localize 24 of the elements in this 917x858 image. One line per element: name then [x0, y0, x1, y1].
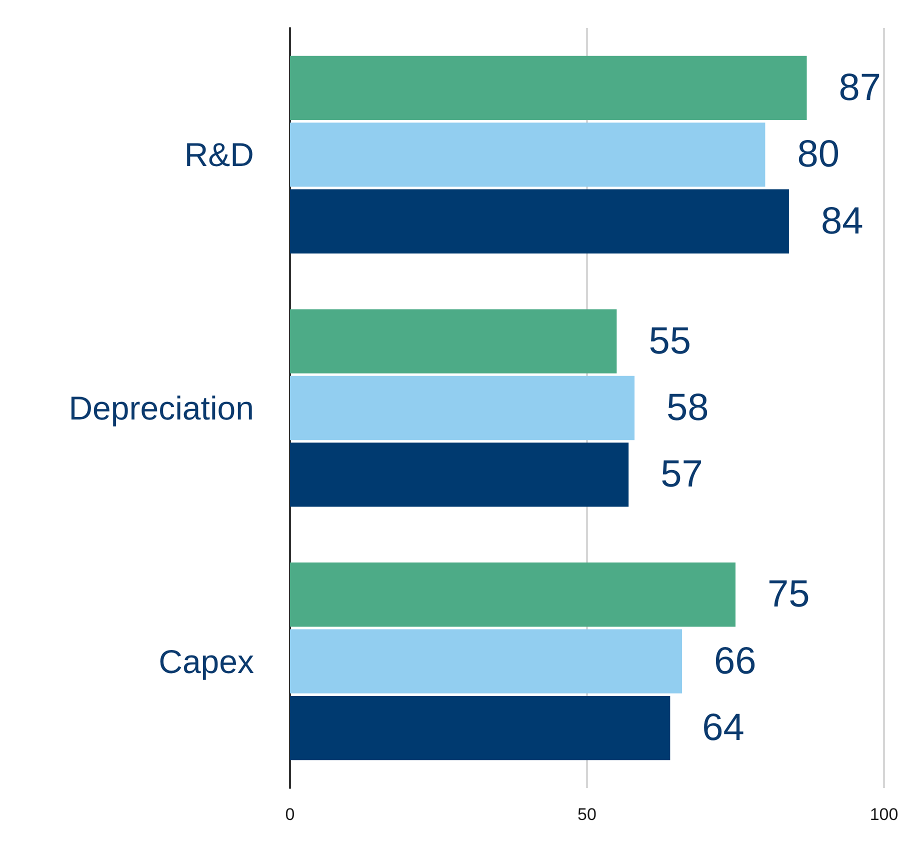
- y-tick-label: R&D: [184, 136, 254, 174]
- bar: [290, 562, 736, 627]
- data-label: 80: [797, 134, 840, 176]
- data-label: 55: [648, 320, 691, 362]
- bar: [290, 376, 635, 440]
- data-label: 58: [666, 387, 709, 429]
- bar: [290, 122, 766, 187]
- bar: [290, 442, 629, 507]
- bar: [290, 56, 807, 120]
- bar: [290, 189, 789, 254]
- x-tick-label: 0: [285, 805, 295, 824]
- bar: [290, 696, 670, 760]
- y-tick-label: Capex: [158, 642, 254, 680]
- bar: [290, 309, 617, 374]
- data-label: 84: [820, 200, 864, 242]
- data-label: 75: [768, 574, 810, 616]
- y-tick-label: Depreciation: [68, 390, 254, 426]
- data-label: 66: [714, 640, 756, 682]
- x-tick-label: 100: [870, 805, 898, 824]
- bar: [290, 629, 682, 694]
- data-label: 57: [660, 454, 703, 496]
- data-label: 87: [838, 66, 882, 109]
- x-tick-label: 50: [578, 805, 596, 824]
- data-label: 64: [702, 707, 744, 750]
